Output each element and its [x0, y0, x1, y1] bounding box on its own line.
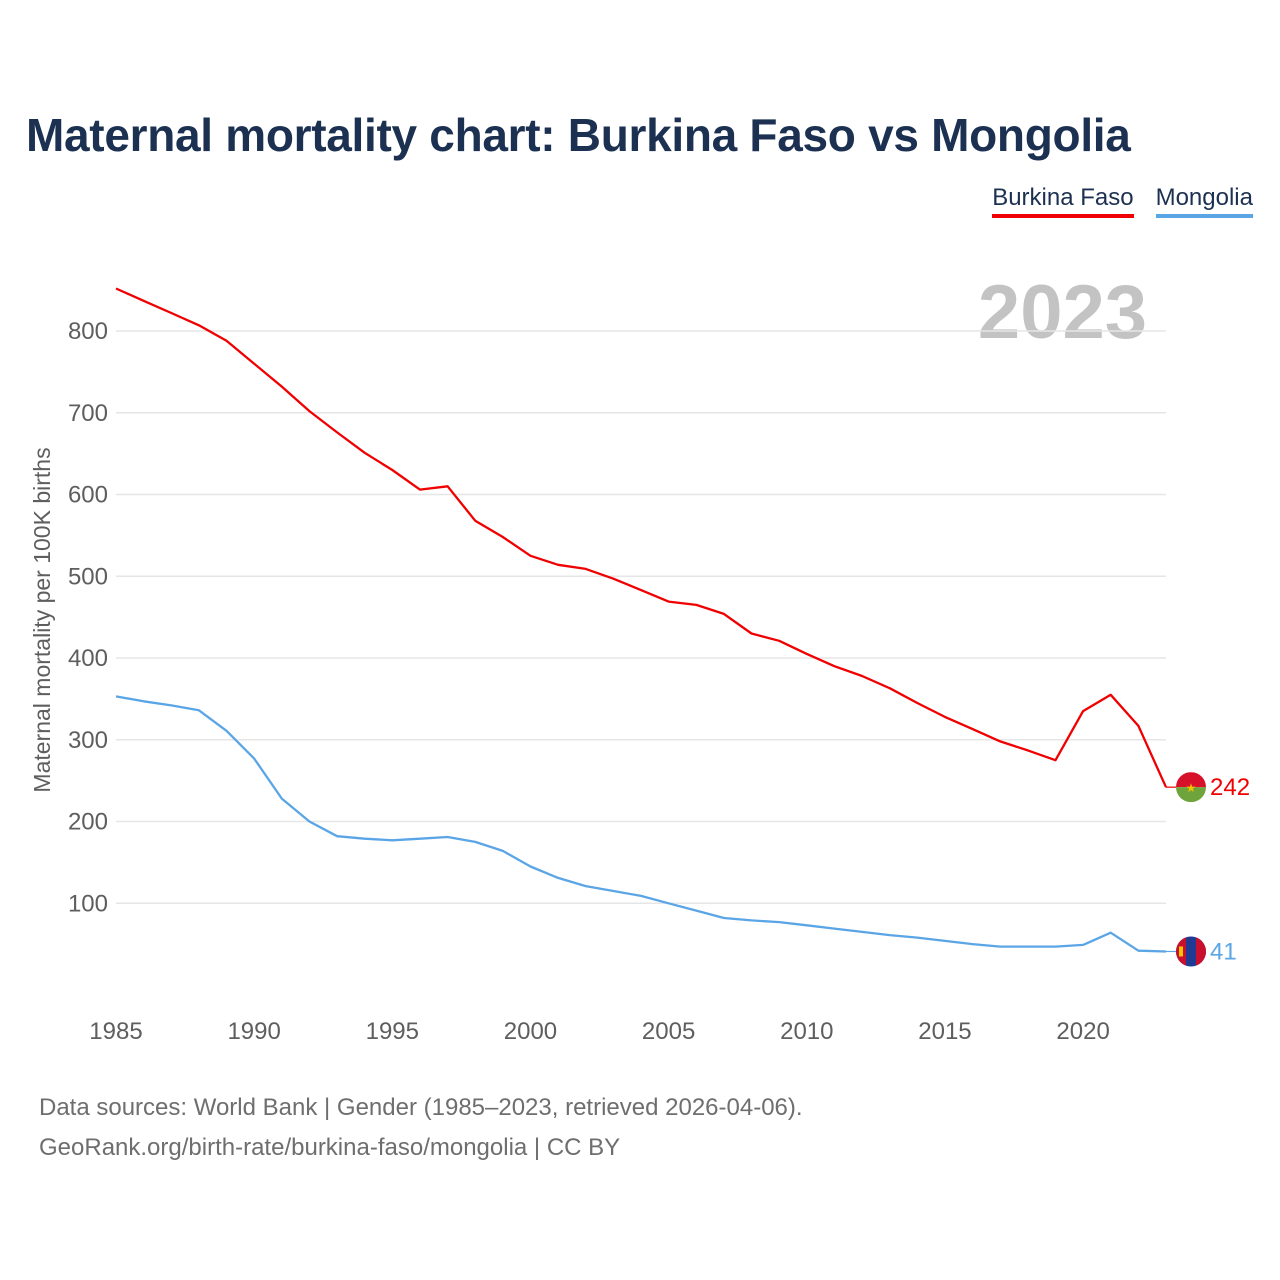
y-tick-label-100: 100: [68, 890, 108, 917]
current-year-label: 2023: [977, 270, 1147, 355]
end-value-label-mongolia: 41: [1210, 938, 1237, 965]
footer-source: Data sources: World Bank | Gender (1985–…: [39, 1094, 803, 1121]
flag-icon-mongolia: [1176, 936, 1206, 967]
series-line-burkina-faso[interactable]: [115, 287, 1168, 788]
end-markers: ★ 242 41: [1166, 772, 1250, 967]
y-tick-label-200: 200: [68, 809, 108, 836]
y-axis-ticks: 100 200 300 400 500 600 700 800: [68, 318, 108, 917]
y-tick-label-400: 400: [68, 645, 108, 672]
x-tick-label-2010: 2010: [780, 1018, 833, 1045]
series-lines: [115, 287, 1168, 953]
x-axis-ticks: 1985 1990 1995 2000 2005 2010 2015 2020: [89, 1018, 1109, 1045]
x-tick-label-1990: 1990: [227, 1018, 280, 1045]
x-tick-label-2015: 2015: [918, 1018, 971, 1045]
y-tick-label-300: 300: [68, 727, 108, 754]
y-tick-label-800: 800: [68, 318, 108, 345]
x-tick-label-2020: 2020: [1056, 1018, 1109, 1045]
footer: Data sources: World Bank | Gender (1985–…: [39, 1088, 803, 1168]
end-value-label-burkina-faso: 242: [1210, 774, 1250, 801]
x-tick-label-2000: 2000: [504, 1018, 557, 1045]
x-tick-label-1995: 1995: [366, 1018, 419, 1045]
x-tick-label-2005: 2005: [642, 1018, 695, 1045]
legend-item-burkina-faso[interactable]: Burkina Faso: [992, 184, 1134, 218]
legend: Burkina Faso Mongolia: [992, 184, 1253, 218]
flag-icon-burkina-faso: ★: [1176, 772, 1206, 803]
y-axis-label: Maternal mortality per 100K births: [29, 447, 55, 792]
footer-link[interactable]: GeoRank.org/birth-rate/burkina-faso/mong…: [39, 1134, 621, 1161]
chart-title: Maternal mortality chart: Burkina Faso v…: [26, 109, 1131, 161]
series-line-mongolia[interactable]: [115, 695, 1167, 953]
y-tick-label-600: 600: [68, 482, 108, 509]
grid-lines: [116, 330, 1166, 904]
y-tick-label-500: 500: [68, 563, 108, 590]
svg-text:★: ★: [1186, 781, 1197, 795]
x-tick-label-1985: 1985: [89, 1018, 142, 1045]
y-tick-label-700: 700: [68, 400, 108, 427]
legend-item-mongolia[interactable]: Mongolia: [1155, 184, 1253, 218]
